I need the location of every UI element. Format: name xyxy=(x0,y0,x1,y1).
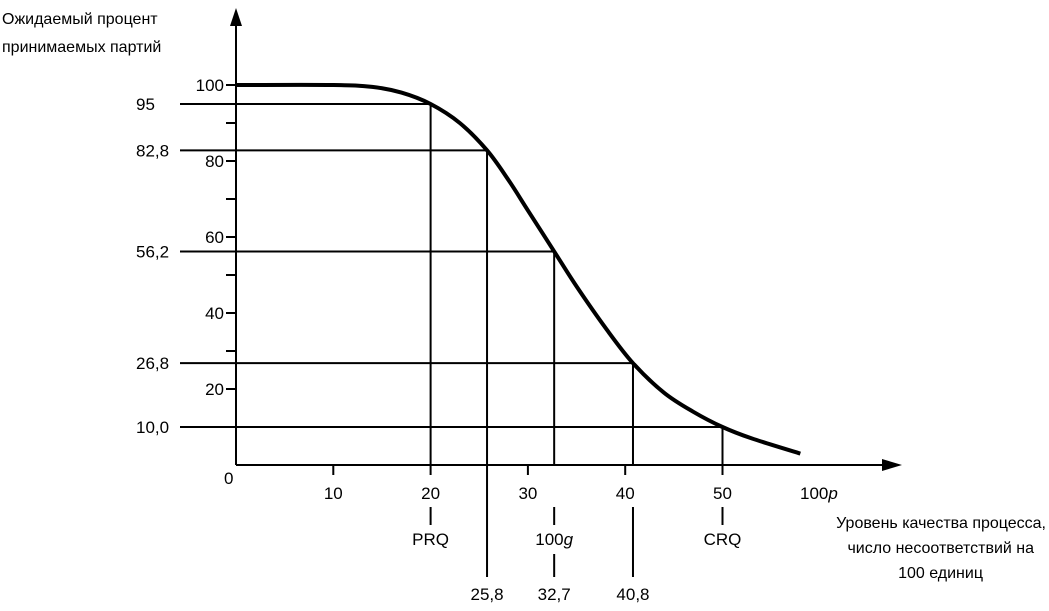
y-tick-label-60: 60 xyxy=(205,228,224,247)
reference-value-32,7: 32,7 xyxy=(538,585,571,604)
oc-curve-line xyxy=(235,82,801,456)
y-mark-label-82,8: 82,8 xyxy=(136,141,169,160)
y-tick-label-20: 20 xyxy=(205,380,224,399)
tick-labels: 10 20 30 40 50 100 80 60 40 20 95 82,8 56,2 26,8 10,0 P… xyxy=(136,76,741,604)
x-tick-label-40: 40 xyxy=(616,484,635,503)
y-mark-label-56,2: 56,2 xyxy=(136,242,169,261)
x-axis-title-line-2: число несоответствий на xyxy=(847,540,1034,557)
x-axis-symbol-italic: p xyxy=(827,484,837,503)
oc-curve xyxy=(235,82,801,456)
ticks xyxy=(180,84,724,475)
axes xyxy=(230,8,902,471)
y-mark-label-10,0: 10,0 xyxy=(136,418,169,437)
reference-label-3: 100g xyxy=(535,530,573,549)
x-axis-title-line-1: Уровень качества процесса, xyxy=(836,515,1046,532)
y-mark-label-26,8: 26,8 xyxy=(136,354,169,373)
x-tick-label-10: 10 xyxy=(324,484,343,503)
reference-value-40,8: 40,8 xyxy=(616,585,649,604)
x-tick-label-50: 50 xyxy=(713,484,732,503)
y-axis-title-line-1: Ожидаемый процент xyxy=(2,11,158,28)
origin-label: 0 xyxy=(224,469,233,488)
y-axis-arrow xyxy=(230,8,242,26)
reference-label-number: 100 xyxy=(535,530,563,549)
x-tick-label-30: 30 xyxy=(518,484,537,503)
y-tick-label-40: 40 xyxy=(205,304,224,323)
x-axis-arrow xyxy=(882,459,902,471)
reference-value-25,8: 25,8 xyxy=(470,585,503,604)
y-tick-label-80: 80 xyxy=(205,152,224,171)
reference-label-1: PRQ xyxy=(412,530,449,549)
x-axis-title-line-3: 100 единиц xyxy=(898,565,983,582)
y-tick-label-100: 100 xyxy=(196,76,224,95)
x-axis-symbol-number: 100 xyxy=(800,484,828,503)
reference-label-5: CRQ xyxy=(704,530,742,549)
x-tick-label-20: 20 xyxy=(421,484,440,503)
reference-guides xyxy=(236,103,724,577)
x-axis-symbol: 100p xyxy=(800,484,838,503)
y-mark-label-95: 95 xyxy=(136,95,155,114)
y-axis-title-line-2: принимаемых партий xyxy=(2,39,161,56)
reference-label-italic: g xyxy=(564,530,574,549)
